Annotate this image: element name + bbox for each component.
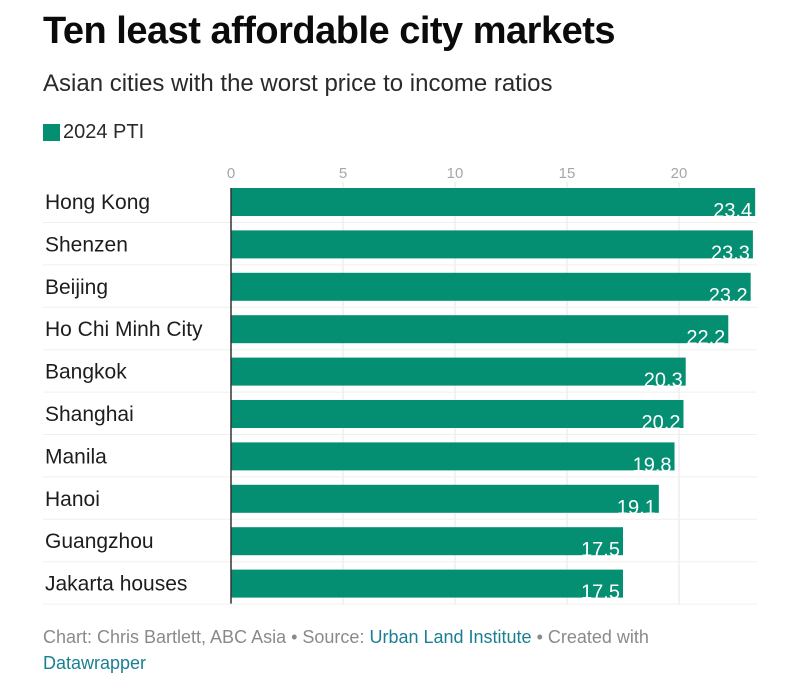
bar xyxy=(231,357,686,386)
legend-label: 2024 PTI xyxy=(63,121,145,143)
x-tick-label: 20 xyxy=(671,165,688,182)
x-tick-label: 15 xyxy=(559,165,576,182)
x-tick-label: 0 xyxy=(227,165,235,182)
bar xyxy=(231,569,623,598)
value-label: 22.2 xyxy=(686,327,725,349)
bar xyxy=(231,527,623,556)
value-label: 20.2 xyxy=(642,412,681,434)
bar-chart: 0 5 10 15 20 Hong Kong 23.4 Shenzen 23.3 Beijing 2… xyxy=(43,165,757,605)
value-label: 23.2 xyxy=(709,285,748,307)
category-label: Shenzen xyxy=(45,233,128,256)
value-label: 17.5 xyxy=(581,582,620,604)
bar xyxy=(231,188,756,216)
category-label: Bangkok xyxy=(45,361,127,384)
value-label: 20.3 xyxy=(644,370,683,392)
bar xyxy=(231,442,675,471)
value-label: 23.4 xyxy=(713,200,752,222)
bar xyxy=(231,315,729,344)
datawrapper-link[interactable]: Datawrapper xyxy=(43,653,147,673)
category-label: Hanoi xyxy=(45,488,100,511)
value-label: 17.5 xyxy=(581,539,620,561)
chart-subtitle: Asian cities with the worst price to inc… xyxy=(43,70,553,97)
category-label: Shanghai xyxy=(45,403,134,426)
chart-title: Ten least affordable city markets xyxy=(43,10,616,52)
category-label: Manila xyxy=(45,445,107,468)
chart-credit: Chart: Chris Bartlett, ABC Asia xyxy=(43,627,287,647)
footer-separator: • xyxy=(531,627,548,647)
category-label: Beijing xyxy=(45,276,108,299)
category-label: Hong Kong xyxy=(45,191,150,214)
bar xyxy=(231,484,659,513)
source-link[interactable]: Urban Land Institute xyxy=(369,627,532,647)
legend-swatch xyxy=(43,124,60,141)
value-label: 19.8 xyxy=(633,454,672,476)
category-label: Ho Chi Minh City xyxy=(45,318,203,341)
bar xyxy=(231,230,753,259)
category-label: Guangzhou xyxy=(45,530,154,553)
bar xyxy=(231,400,684,428)
x-tick-label: 5 xyxy=(339,165,347,182)
source-prefix: Source: xyxy=(302,627,370,647)
category-label: Jakarta houses xyxy=(45,573,187,596)
value-label: 23.3 xyxy=(711,242,750,264)
bar xyxy=(231,272,751,301)
value-label: 19.1 xyxy=(617,497,656,519)
chart-footer: Chart: Chris Bartlett, ABC Asia • Source… xyxy=(43,624,783,676)
footer-separator: • xyxy=(286,627,303,647)
created-prefix: Created with xyxy=(547,627,649,647)
legend: 2024 PTI xyxy=(43,121,144,144)
x-tick-label: 10 xyxy=(447,165,464,182)
